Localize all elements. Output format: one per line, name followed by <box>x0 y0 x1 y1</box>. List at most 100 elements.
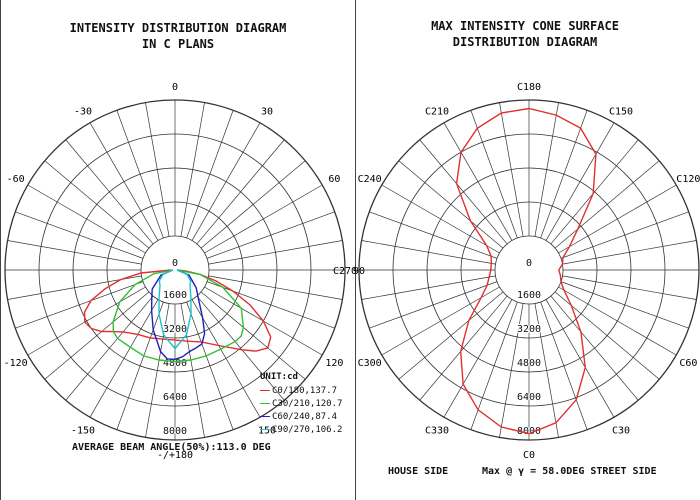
legend-label: C30/210,120.7 <box>272 398 343 409</box>
grid-spoke <box>186 301 234 430</box>
angle-label: C300 <box>358 358 382 369</box>
grid-spoke <box>558 184 677 254</box>
radial-tick-label: 3200 <box>517 324 541 335</box>
grid-spoke <box>145 303 170 438</box>
grid-spoke <box>545 299 615 418</box>
radial-tick-label: 6400 <box>517 392 541 403</box>
house-side-label: HOUSE SIDE <box>388 466 449 477</box>
legend-item: C0/180,137.7 <box>260 384 342 397</box>
radial-tick-label: 0 <box>172 258 178 269</box>
legend-label: C90/270,106.2 <box>272 424 343 435</box>
grid-spoke <box>44 160 150 249</box>
angle-label: C210 <box>425 107 449 118</box>
grid-spoke <box>550 139 639 245</box>
grid-spoke <box>186 110 234 239</box>
grid-spoke <box>196 295 285 401</box>
grid-spoke <box>562 275 697 300</box>
series-line <box>150 269 206 361</box>
grid-spoke <box>499 102 524 237</box>
angle-label: C240 <box>358 174 382 185</box>
angle-label: -60 <box>7 174 25 185</box>
angle-label: -120 <box>4 358 28 369</box>
grid-spoke <box>381 286 500 356</box>
angle-label: -150 <box>71 425 95 436</box>
angle-label: 150 <box>258 425 276 436</box>
grid-spoke <box>560 211 689 259</box>
angle-label: -30 <box>74 107 92 118</box>
grid-spoke <box>204 184 323 254</box>
grid-spoke <box>208 240 343 265</box>
grid-spoke <box>534 303 559 438</box>
grid-spoke <box>180 303 205 438</box>
grid-spoke <box>361 240 496 265</box>
grid-spoke <box>398 160 504 249</box>
grid-spoke <box>44 291 150 380</box>
series-line <box>158 269 192 350</box>
grid-spoke <box>206 211 335 259</box>
grid-spoke <box>540 110 588 239</box>
angle-label: C180 <box>517 82 541 93</box>
grid-spoke <box>470 301 518 430</box>
grid-spoke <box>554 291 660 380</box>
grid-spoke <box>419 139 508 245</box>
panel-divider <box>355 0 356 500</box>
grid-spoke <box>191 122 261 241</box>
grid-spoke <box>560 281 689 329</box>
grid-spoke <box>89 122 159 241</box>
grid-spoke <box>145 102 170 237</box>
angle-label: C330 <box>425 425 449 436</box>
grid-spoke <box>15 211 144 259</box>
grid-spoke <box>534 102 559 237</box>
grid-spoke <box>116 110 164 239</box>
angle-label: C0 <box>523 450 535 461</box>
grid-spoke <box>200 291 306 380</box>
grid-spoke <box>369 281 498 329</box>
unit-label: UNIT:cd <box>260 372 298 382</box>
angle-label: 60 <box>328 174 340 185</box>
angle-label: C60 <box>679 358 697 369</box>
series-line <box>455 107 597 435</box>
angle-label: 30 <box>261 107 273 118</box>
angle-label: 120 <box>325 358 343 369</box>
radial-tick-label: 8000 <box>163 426 187 437</box>
angle-label: C120 <box>676 174 700 185</box>
right-polar-chart: C0C30C60C90C120C150C180C210C240C270C300C… <box>333 82 700 461</box>
grid-spoke <box>545 122 615 241</box>
series-line <box>83 269 272 352</box>
grid-spoke <box>65 295 154 401</box>
angle-label: C30 <box>612 425 630 436</box>
grid-spoke <box>65 139 154 245</box>
grid-spoke <box>196 139 285 245</box>
legend-swatch <box>260 403 270 404</box>
grid-spoke <box>27 184 146 254</box>
legend-swatch <box>260 429 270 430</box>
grid-spoke <box>562 240 697 265</box>
left-border <box>0 0 1 500</box>
beam-angle-footer: AVERAGE BEAM ANGLE(50%):113.0 DEG <box>72 442 271 453</box>
radial-tick-label: 0 <box>526 258 532 269</box>
grid-spoke <box>558 286 677 356</box>
legend-swatch <box>260 416 270 417</box>
legend-label: C0/180,137.7 <box>272 385 338 396</box>
grid-spoke <box>419 295 508 401</box>
radial-tick-label: 8000 <box>517 426 541 437</box>
grid-spoke <box>7 240 142 265</box>
grid-spoke <box>443 299 513 418</box>
radial-tick-label: 1600 <box>517 290 541 301</box>
chart-legend: UNIT:cd C0/180,137.7 C30/210,120.7 C60/2… <box>260 372 342 436</box>
grid-spoke <box>398 291 504 380</box>
grid-spoke <box>369 211 498 259</box>
grid-spoke <box>200 160 306 249</box>
radial-tick-label: 1600 <box>163 290 187 301</box>
grid-spoke <box>550 295 639 401</box>
legend-swatch <box>260 390 270 391</box>
angle-label: 0 <box>172 82 178 93</box>
grid-spoke <box>381 184 500 254</box>
radial-tick-label: 3200 <box>163 324 187 335</box>
grid-spoke <box>470 110 518 239</box>
grid-spoke <box>443 122 513 241</box>
legend-item: C60/240,87.4 <box>260 410 342 423</box>
angle-label: C270 <box>333 266 357 277</box>
grid-spoke <box>206 281 335 329</box>
